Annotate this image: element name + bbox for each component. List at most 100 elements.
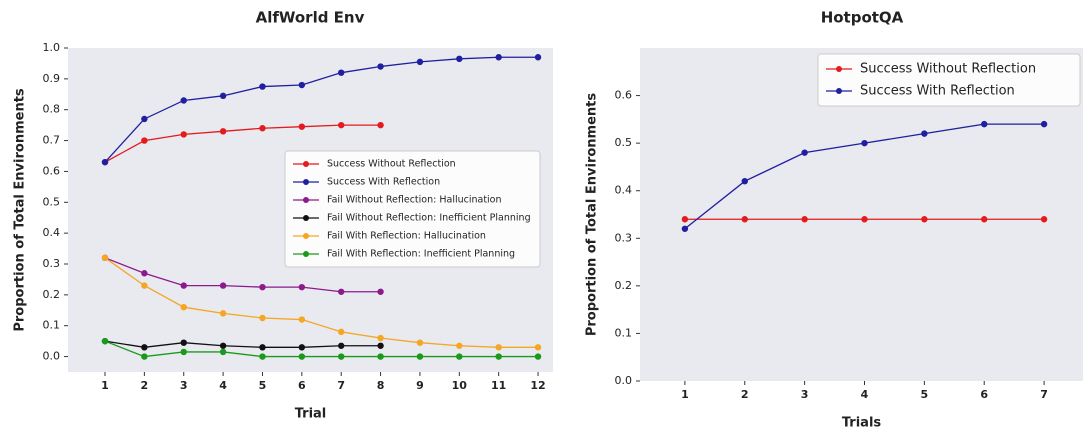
y-tick-label: 0.7 bbox=[43, 134, 61, 147]
data-point bbox=[377, 121, 384, 129]
x-tick-label: 12 bbox=[530, 379, 545, 392]
data-point bbox=[495, 54, 502, 61]
data-point bbox=[141, 282, 148, 289]
legend-label: Fail With Reflection: Inefficient Planni… bbox=[327, 249, 515, 260]
data-point bbox=[377, 334, 384, 342]
y-tick-label: 0.1 bbox=[43, 319, 61, 332]
data-point bbox=[338, 328, 345, 336]
data-point bbox=[801, 149, 808, 156]
data-point bbox=[377, 353, 384, 360]
data-point bbox=[101, 254, 109, 262]
data-point bbox=[416, 339, 424, 346]
data-point bbox=[259, 353, 266, 360]
legend-label: Success Without Reflection bbox=[860, 62, 1036, 77]
y-tick-label: 0.0 bbox=[43, 350, 61, 363]
data-point bbox=[259, 125, 266, 132]
y-tick-label: 0.0 bbox=[615, 374, 633, 387]
legend-marker bbox=[303, 197, 309, 203]
data-point bbox=[141, 344, 148, 351]
chart-title: AlfWorld Env bbox=[256, 9, 365, 27]
series-line bbox=[104, 56, 539, 163]
legend-label: Success With Reflection bbox=[327, 177, 440, 188]
data-point bbox=[861, 139, 868, 147]
y-tick-label: 0.4 bbox=[615, 184, 633, 197]
y-tick-label: 0.4 bbox=[43, 226, 61, 239]
data-point bbox=[921, 216, 928, 223]
x-tick-label: 7 bbox=[337, 379, 345, 392]
data-point bbox=[101, 337, 109, 345]
data-point bbox=[141, 115, 148, 123]
data-point bbox=[495, 344, 502, 351]
y-axis-label: Proportion of Total Environments bbox=[585, 93, 600, 337]
data-point bbox=[338, 288, 345, 295]
data-point bbox=[141, 137, 148, 144]
data-point bbox=[338, 69, 345, 76]
x-tick-label: 10 bbox=[452, 379, 468, 392]
data-point bbox=[298, 123, 306, 130]
x-tick-label: 6 bbox=[980, 388, 988, 401]
data-point bbox=[259, 314, 266, 322]
data-point bbox=[377, 288, 384, 295]
y-tick-label: 0.2 bbox=[43, 288, 61, 301]
y-tick-label: 1.0 bbox=[43, 41, 61, 54]
data-point bbox=[377, 63, 384, 70]
data-point bbox=[1040, 120, 1048, 128]
legend-label: Fail Without Reflection: Inefficient Pla… bbox=[327, 213, 531, 224]
data-point bbox=[1040, 216, 1048, 223]
data-point bbox=[981, 120, 988, 128]
x-tick-label: 7 bbox=[1040, 388, 1048, 401]
legend-label: Success Without Reflection bbox=[327, 159, 456, 170]
legend-box bbox=[817, 53, 1081, 107]
data-point bbox=[180, 97, 187, 104]
data-point bbox=[456, 342, 463, 349]
data-point bbox=[801, 216, 808, 223]
data-point bbox=[298, 316, 306, 323]
y-axis-label: Proportion of Total Environments bbox=[13, 88, 28, 332]
data-point bbox=[416, 353, 424, 360]
series-line bbox=[104, 257, 381, 293]
data-point bbox=[534, 344, 542, 351]
data-point bbox=[298, 283, 306, 291]
y-tick-label: 0.6 bbox=[615, 89, 633, 102]
data-point bbox=[101, 158, 109, 166]
y-tick-label: 0.9 bbox=[43, 72, 61, 85]
x-tick-label: 5 bbox=[259, 379, 267, 392]
data-point bbox=[219, 282, 227, 289]
legend-marker bbox=[303, 233, 309, 239]
y-tick-label: 0.6 bbox=[43, 164, 61, 177]
chart-title: HotpotQA bbox=[821, 9, 904, 27]
legend-marker bbox=[303, 161, 309, 167]
data-point bbox=[141, 270, 148, 277]
data-point bbox=[180, 348, 187, 356]
data-point bbox=[338, 353, 345, 360]
data-point bbox=[534, 54, 542, 61]
data-point bbox=[456, 353, 463, 360]
data-point bbox=[219, 348, 227, 356]
x-tick-label: 1 bbox=[681, 388, 689, 401]
data-point bbox=[741, 178, 748, 185]
data-point bbox=[259, 83, 266, 90]
x-tick-label: 9 bbox=[416, 379, 424, 392]
y-tick-label: 0.3 bbox=[43, 257, 61, 270]
x-tick-label: 2 bbox=[741, 388, 749, 401]
data-point bbox=[495, 353, 502, 360]
x-axis-label: Trials bbox=[842, 416, 882, 430]
data-point bbox=[534, 353, 542, 360]
y-tick-label: 0.8 bbox=[43, 103, 61, 116]
legend-label: Fail Without Reflection: Hallucination bbox=[327, 195, 502, 206]
legend-box bbox=[284, 150, 541, 268]
data-point bbox=[741, 216, 748, 223]
data-point bbox=[681, 225, 689, 232]
data-point bbox=[338, 342, 345, 349]
series-line bbox=[104, 340, 381, 348]
y-tick-label: 0.3 bbox=[615, 231, 633, 244]
legend-marker bbox=[303, 251, 309, 257]
x-tick-label: 1 bbox=[101, 379, 109, 392]
data-point bbox=[180, 282, 187, 289]
legend-marker bbox=[303, 179, 309, 185]
data-point bbox=[298, 81, 306, 89]
data-point bbox=[219, 128, 227, 135]
data-point bbox=[219, 92, 227, 100]
data-point bbox=[180, 131, 187, 138]
